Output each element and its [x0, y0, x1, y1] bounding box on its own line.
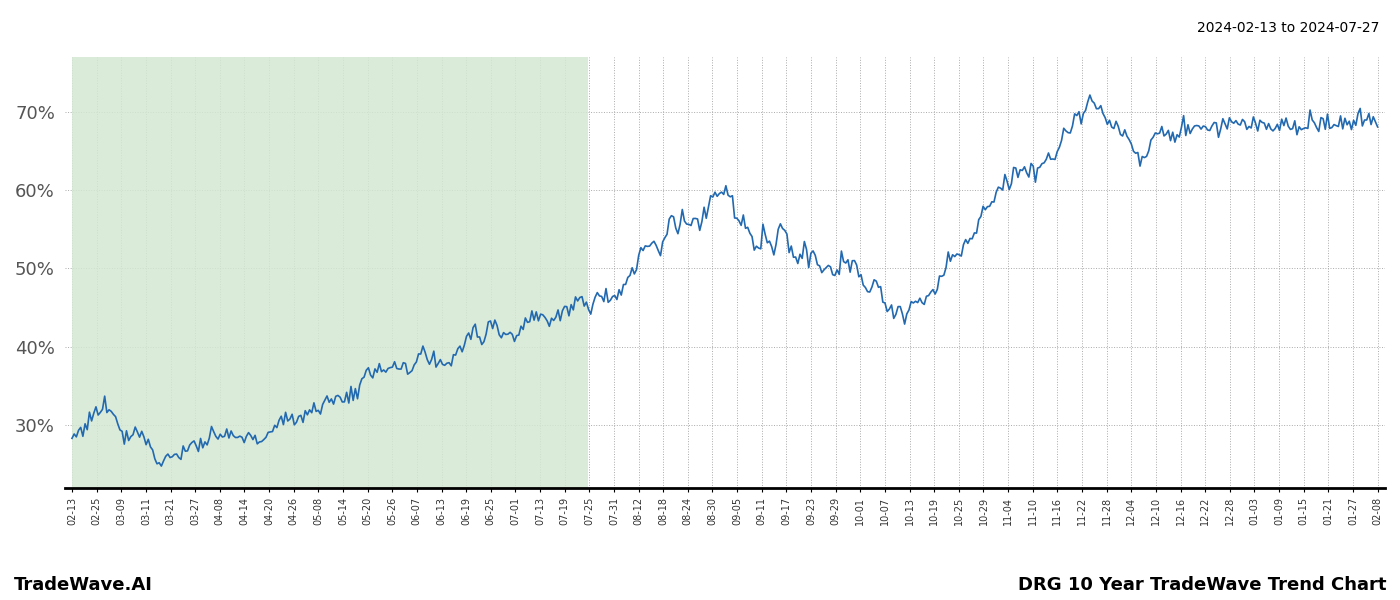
Bar	[71, 57, 588, 488]
Text: 2024-02-13 to 2024-07-27: 2024-02-13 to 2024-07-27	[1197, 21, 1379, 35]
Text: TradeWave.AI: TradeWave.AI	[14, 576, 153, 594]
Text: DRG 10 Year TradeWave Trend Chart: DRG 10 Year TradeWave Trend Chart	[1018, 576, 1386, 594]
